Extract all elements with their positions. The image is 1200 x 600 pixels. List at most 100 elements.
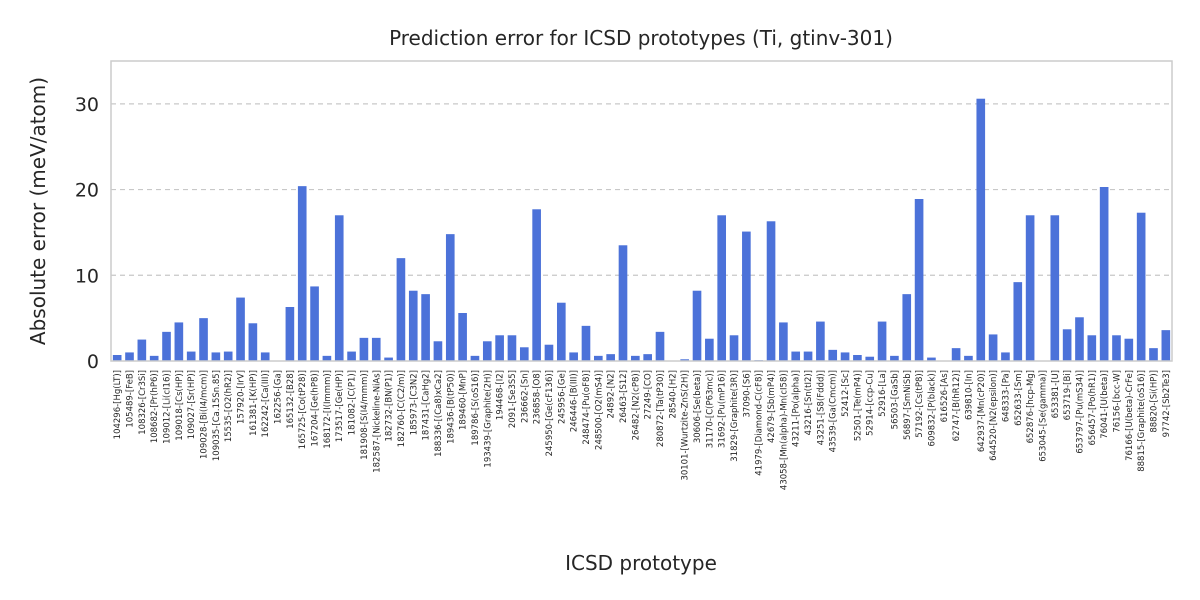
bar xyxy=(260,352,270,361)
bar xyxy=(927,357,936,361)
x-tick-label: 43058-[Mn(alpha)-Mn(cI58)] xyxy=(779,370,789,490)
bar xyxy=(174,322,184,361)
x-tick-label: 245956-[Ge] xyxy=(557,370,567,424)
y-tick-label: 0 xyxy=(87,351,99,373)
x-tick-label: 56897-[SmNiSb] xyxy=(903,370,913,440)
bar xyxy=(1075,317,1084,361)
x-tick-label: 187431-[CaHg2] xyxy=(422,370,432,441)
x-tick-label: 162242-[Ca(III)] xyxy=(261,370,271,437)
bar xyxy=(1136,212,1146,361)
y-tick-label: 30 xyxy=(75,94,99,116)
bars xyxy=(112,98,1171,361)
bar xyxy=(1025,215,1035,361)
x-tick-label: 105489-[FeB] xyxy=(126,370,136,428)
bar xyxy=(458,313,467,361)
bar xyxy=(816,321,825,361)
x-tick-label: 609832-[P(black)] xyxy=(927,370,937,446)
bar xyxy=(865,356,875,361)
x-tick-label: 236662-[Sn] xyxy=(520,370,530,423)
x-tick-label: 173517-[Ge(HP)] xyxy=(335,370,345,442)
x-tick-label: 236858-[O8] xyxy=(533,370,543,424)
bar xyxy=(1087,335,1097,361)
x-tick-label: 109027-[Sr(HP)] xyxy=(187,370,197,439)
bar xyxy=(199,318,208,361)
x-tick-label: 280872-[Ta(tP30)] xyxy=(656,370,666,447)
x-tick-label: 52412-[Sc] xyxy=(841,370,851,417)
x-tick-label: 189436-[B(tP50)] xyxy=(446,370,456,444)
bar xyxy=(125,352,134,361)
bar xyxy=(692,290,702,361)
x-tick-label: 639810-[In] xyxy=(964,370,974,420)
bar xyxy=(655,331,665,361)
x-tick-label: 644520-[N2(epsilon)] xyxy=(989,370,999,461)
x-tick-label: 165725-[Co(tP28)] xyxy=(298,370,308,449)
bar xyxy=(384,357,393,361)
x-tick-label: 616526-[As] xyxy=(940,370,950,422)
bar xyxy=(371,337,381,361)
x-tick-label: 52914-[ccp-Cu] xyxy=(866,370,876,436)
bar xyxy=(1013,282,1023,361)
x-tick-label: 76166-[U(beta)-CrFe] xyxy=(1125,370,1135,461)
gridlines xyxy=(111,103,1172,276)
y-tick-label: 20 xyxy=(75,180,99,202)
x-tick-label: 653381-[U] xyxy=(1051,370,1061,418)
x-tick-label: 104296-[Hg(LT)] xyxy=(113,370,123,439)
bar xyxy=(137,339,147,361)
x-tick-label: 52916-[La] xyxy=(878,370,888,417)
x-tick-label: 165132-[B28] xyxy=(286,370,296,429)
bar xyxy=(680,359,689,361)
bar xyxy=(482,341,492,361)
bar xyxy=(618,245,628,361)
x-tick-label: 248500-[O2(mS4)] xyxy=(594,370,604,450)
x-tick-label: 43216-[Sn(tI2)] xyxy=(804,370,814,435)
x-tick-label: 656457-[Po(hR1)] xyxy=(1088,370,1098,446)
x-tick-label: 185973-[C3N2] xyxy=(409,370,419,435)
x-tick-label: 43251-[S8(Fddd)] xyxy=(816,370,826,445)
x-tick-label: 76041-[U(beta)] xyxy=(1100,370,1110,439)
bar xyxy=(310,286,319,361)
bar xyxy=(112,355,122,361)
x-tick-label: 42679-[Sb(mP4)] xyxy=(767,370,777,443)
x-tick-label: 31170-[C(P63mc)] xyxy=(705,370,715,448)
x-tick-label: 109035-[Ca.15Sn.85] xyxy=(212,370,222,461)
x-tick-label: 182587-[Nickeline-NiAs] xyxy=(372,370,382,473)
bar xyxy=(705,338,714,361)
x-tick-label: 41979-[Diamond-C(cF8)] xyxy=(755,370,765,476)
x-tick-label: 168172-[I(Immm)] xyxy=(323,370,333,449)
bar xyxy=(236,297,245,361)
bar xyxy=(470,355,480,361)
x-tick-label: 31692-[Pu(mP16)] xyxy=(718,370,728,448)
x-tick-label: 157920-[IrV] xyxy=(237,370,247,424)
x-tick-label: 653797-[Pu(mS34)] xyxy=(1075,370,1085,454)
x-tick-label: 31829-[Graphite(3R)] xyxy=(730,370,740,462)
bar xyxy=(408,290,418,361)
x-tick-label: 109018-[Cs(HP)] xyxy=(175,370,185,441)
bar xyxy=(976,98,986,361)
x-tick-label: 27249-[CO] xyxy=(644,370,654,419)
bar xyxy=(594,355,603,361)
bar xyxy=(964,355,973,361)
x-tick-label: 653719-[Bi] xyxy=(1063,370,1073,420)
x-tick-label: 245950-[Ge(cF136)] xyxy=(545,370,555,456)
x-tick-label: 182732-[BN(P1)] xyxy=(385,370,395,442)
x-tick-label: 43539-[Ga(Cmcm)] xyxy=(829,370,839,452)
x-tick-label: 181082-[C(P1)] xyxy=(348,370,358,435)
x-tick-label: 108682-[Pr(hP6)] xyxy=(150,370,160,443)
x-tick-label: 162256-[Ga] xyxy=(274,370,284,424)
y-tick-labels: 0 10 20 30 xyxy=(75,94,99,373)
bar xyxy=(532,209,541,361)
x-tick-label: 246446-[B(III)] xyxy=(570,370,580,432)
bar xyxy=(347,351,356,361)
x-tick-label: 37090-[S6] xyxy=(742,370,752,418)
bar xyxy=(162,331,171,361)
bar xyxy=(495,335,504,361)
x-tick-label: 52501-[Te(mP4)] xyxy=(853,370,863,441)
x-tick-label: 188336-[(Ca8)xCa2] xyxy=(434,370,444,457)
plot-frame xyxy=(110,60,1173,362)
bar xyxy=(988,334,998,361)
bar xyxy=(890,355,899,361)
bar xyxy=(248,323,258,361)
bar xyxy=(433,341,443,361)
x-tick-label: 15535-[O2(hR2)] xyxy=(224,370,234,442)
